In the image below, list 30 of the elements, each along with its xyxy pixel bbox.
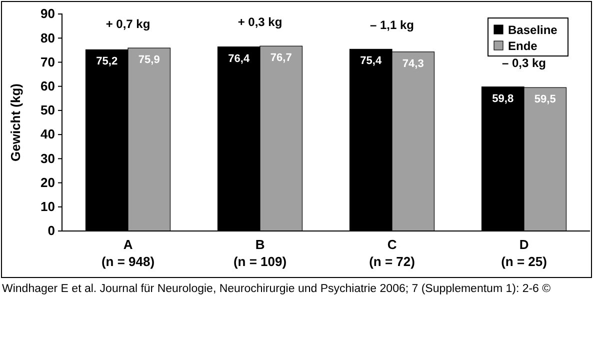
data-label: 76,4 <box>228 52 250 65</box>
y-tick-label: 70 <box>40 54 55 70</box>
data-label: 76,7 <box>270 52 292 64</box>
annotation: + 0,3 kg <box>238 15 282 30</box>
y-tick-label: 10 <box>40 199 55 214</box>
data-label: 59,8 <box>492 92 514 105</box>
y-tick-label: 40 <box>40 126 55 142</box>
legend-label: Baseline <box>508 23 558 37</box>
x-tick-label: D (n = 25) <box>501 237 547 269</box>
y-tick-label: 60 <box>40 78 55 94</box>
x-tick-label: C (n = 72) <box>369 237 415 269</box>
annotation: – 1,1 kg <box>370 18 414 32</box>
data-label: 59,5 <box>534 94 556 106</box>
data-label: 75,9 <box>138 54 160 66</box>
data-label: 75,4 <box>360 55 382 68</box>
data-label: 75,2 <box>96 56 118 68</box>
annotation: – 0,3 kg <box>502 56 546 70</box>
y-tick-label: 20 <box>40 174 55 190</box>
text: Windhager E et al. Journal für Neurologie, Neurochirurgie und Psychiatrie 2006; 7 (Supplementum 1): 2-6 © <box>2 283 552 295</box>
x-tick-label: B (n = 109) <box>233 237 287 269</box>
legend-label: Ende <box>508 39 538 53</box>
y-tick-label: 50 <box>40 102 55 118</box>
data-label: 74,3 <box>402 58 424 70</box>
y-tick-label: 80 <box>40 30 55 46</box>
y-tick-label: 90 <box>40 6 55 22</box>
y-tick-label: 0 <box>48 223 55 238</box>
y-axis-title: Gewicht (kg) <box>8 83 23 162</box>
y-tick-label: 30 <box>40 150 55 166</box>
x-tick-label: A (n = 948) <box>101 237 155 269</box>
annotation: + 0,7 kg <box>106 16 150 31</box>
